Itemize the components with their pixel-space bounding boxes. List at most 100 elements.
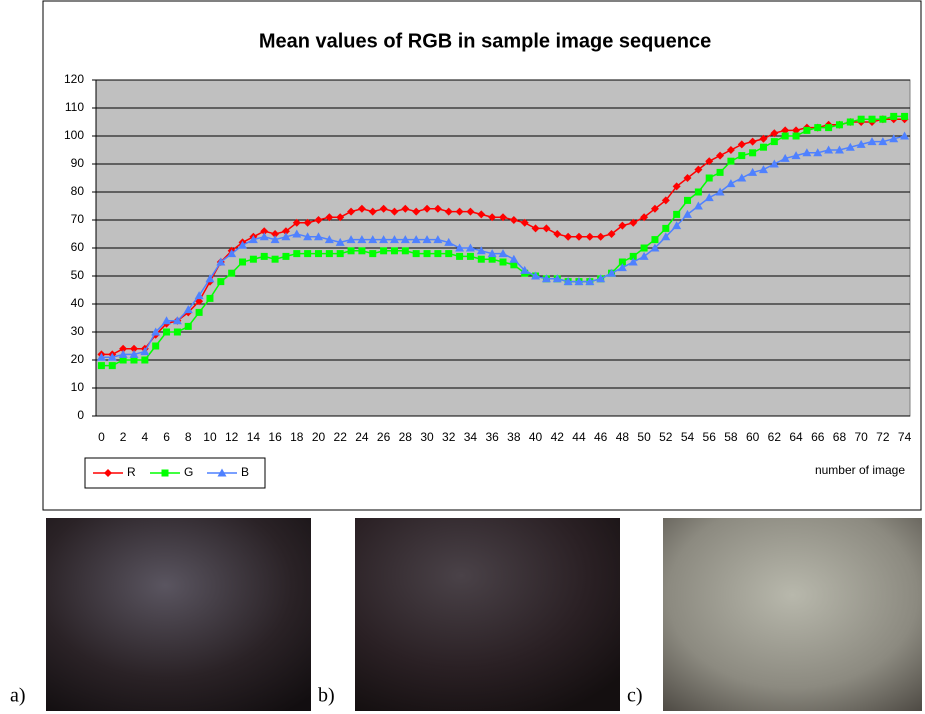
x-tick-label: 50: [637, 430, 651, 444]
point: [152, 342, 160, 350]
x-tick-label: 20: [312, 430, 326, 444]
point: [640, 213, 649, 222]
y-tick-label: 100: [64, 128, 84, 142]
point: [238, 240, 248, 249]
legend-label: B: [241, 465, 249, 479]
point: [270, 235, 280, 244]
point: [423, 250, 431, 258]
point: [867, 137, 877, 146]
point: [683, 174, 692, 182]
legend-label: G: [184, 465, 193, 479]
point: [130, 356, 138, 364]
point: [825, 124, 833, 132]
point: [834, 145, 844, 154]
point: [618, 258, 626, 266]
point: [324, 235, 334, 244]
point: [173, 328, 181, 336]
point: [389, 235, 399, 244]
point: [347, 247, 355, 255]
point: [878, 137, 888, 146]
point: [770, 129, 779, 138]
point: [574, 277, 584, 286]
x-tick-label: 68: [833, 430, 847, 444]
x-tick-label: 28: [399, 430, 413, 444]
point: [510, 261, 518, 269]
y-tick-label: 10: [71, 380, 85, 394]
point: [758, 165, 768, 174]
point: [369, 250, 377, 258]
point: [303, 218, 312, 227]
point: [770, 138, 778, 146]
y-tick-label: 70: [71, 212, 85, 226]
panel-label: a): [10, 685, 26, 707]
x-tick-label: 32: [442, 430, 456, 444]
point: [347, 207, 356, 216]
point: [585, 232, 594, 241]
point: [683, 209, 693, 218]
point: [488, 255, 496, 263]
point: [781, 132, 789, 140]
point: [856, 139, 866, 148]
point: [346, 235, 356, 244]
point: [325, 213, 334, 222]
point: [617, 263, 627, 272]
point: [726, 179, 736, 188]
point: [780, 153, 790, 162]
point: [607, 268, 617, 277]
point: [259, 232, 269, 241]
point: [108, 362, 116, 370]
point: [759, 143, 767, 151]
point: [748, 167, 758, 176]
point: [400, 235, 410, 244]
point: [433, 235, 443, 244]
photo: [355, 518, 620, 711]
point: [313, 232, 323, 241]
point: [477, 210, 486, 219]
point: [380, 247, 388, 255]
point: [564, 232, 573, 241]
point: [487, 249, 497, 258]
x-tick-label: 52: [659, 430, 673, 444]
point: [293, 250, 301, 258]
point: [228, 269, 236, 277]
point: [248, 235, 258, 244]
point: [759, 134, 768, 143]
y-tick-label: 40: [71, 296, 85, 310]
y-tick-label: 60: [71, 240, 85, 254]
point: [673, 210, 681, 218]
photo: [46, 518, 311, 711]
y-tick-label: 120: [64, 72, 84, 86]
point: [368, 235, 378, 244]
x-tick-label: 10: [203, 430, 217, 444]
point: [412, 207, 421, 216]
x-tick-label: 16: [268, 430, 282, 444]
point: [639, 251, 649, 260]
point: [628, 257, 638, 266]
point: [161, 469, 169, 477]
x-tick-label: 26: [377, 430, 391, 444]
point: [889, 134, 899, 143]
point: [509, 254, 519, 263]
point: [401, 204, 410, 213]
point: [737, 140, 746, 149]
point: [857, 115, 865, 123]
point: [104, 469, 112, 477]
point: [596, 274, 606, 283]
point: [585, 277, 595, 286]
point: [140, 347, 150, 356]
point: [368, 207, 377, 216]
point: [476, 246, 486, 255]
x-tick-label: 30: [420, 430, 434, 444]
x-tick-label: 8: [185, 430, 192, 444]
point: [118, 349, 128, 358]
y-tick-label: 20: [71, 352, 85, 366]
y-tick-label: 30: [71, 324, 85, 338]
point: [107, 352, 117, 361]
point: [694, 165, 703, 174]
point: [282, 252, 290, 260]
point: [662, 224, 670, 232]
point: [792, 126, 801, 135]
point: [335, 237, 345, 246]
x-tick-label: 48: [616, 430, 630, 444]
